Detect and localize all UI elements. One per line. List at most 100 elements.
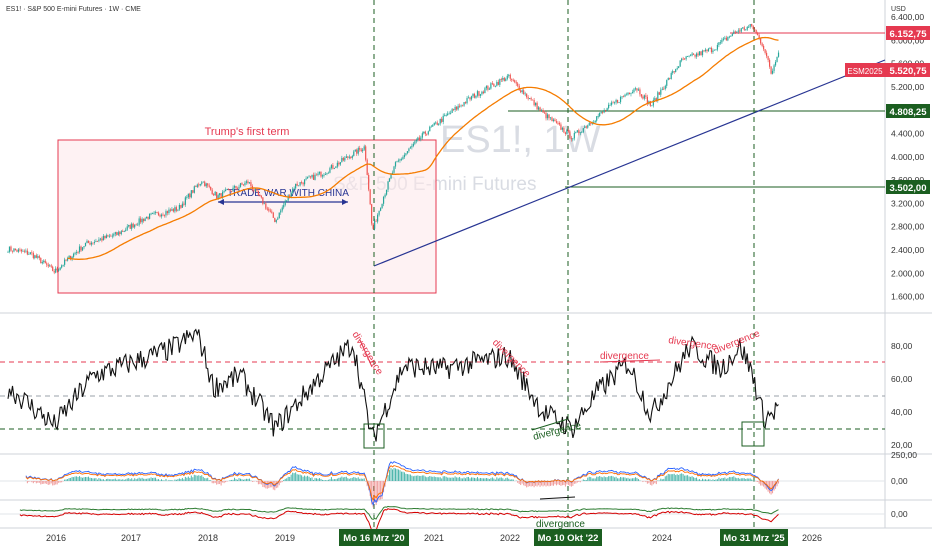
macd-bar [287,476,289,481]
macd-axis[interactable]: 250,00 0,00 [891,450,917,486]
candle-body [181,203,183,208]
candle-body [651,105,653,107]
macd-bar [487,478,489,481]
rsi-axis[interactable]: 80,00 60,00 40,00 20,00 [891,341,913,450]
macd-bar [561,481,563,486]
macd-bar [234,477,236,481]
candle-body [223,191,225,192]
macd-bar [506,477,508,481]
candle-body [746,26,748,30]
rsi-oversold-box-2025 [741,421,765,447]
macd-bar [204,478,206,481]
macd-bar [219,481,221,485]
candle-body [262,197,264,204]
candle-body [731,33,733,36]
candle-body [274,217,276,223]
price-tick-label: 6.400,00 [891,12,924,22]
macd-bar [597,476,599,481]
candle-body [621,96,623,98]
macd-bar [697,479,699,481]
candle-body [329,168,331,173]
macd-bar [585,479,587,481]
candle-body [309,176,312,178]
candle-body [563,127,565,133]
candle-body [150,213,152,215]
macd-bar [706,479,708,481]
macd-bar [320,478,322,481]
candle-body [14,248,17,251]
candle-body [306,177,309,179]
macd-bar [567,481,569,485]
candle-body [707,48,710,52]
macd-bar [529,481,531,487]
candle-body [470,96,473,100]
candle-body [704,49,707,52]
candle-body [320,171,322,177]
candle-body [581,132,583,133]
candle-body [630,93,632,95]
candle-body [764,49,766,53]
candle-body [457,105,459,110]
macd-bar [488,478,490,481]
macd-bar [202,476,204,481]
macd-bar [608,476,610,481]
candle-body [247,181,249,184]
candle-body [31,252,33,254]
macd-bar [61,481,63,483]
macd-bar [763,481,765,487]
candle-body [324,174,327,175]
candle-body [34,255,36,259]
macd-bar [28,481,30,482]
macd-bar [238,478,240,481]
candle-body [287,195,289,201]
rsi-line[interactable] [7,328,779,442]
macd-bar [427,476,429,481]
macd-bar [730,477,732,481]
candle-body [676,68,678,70]
candle-body [655,98,657,101]
macd-bar [676,474,678,481]
macd-bar [53,481,55,486]
candle-body [631,92,634,94]
macd-bar [222,481,224,483]
osc-axis[interactable]: 0,00 [891,509,908,519]
candle-body [257,190,259,195]
macd-bar [503,479,505,481]
macd-bar [481,478,483,481]
support-lower-tag [886,180,930,194]
macd-bar [512,479,514,481]
macd-bar [225,481,227,483]
candle-body [385,189,388,195]
macd-bar [436,477,438,481]
candle-body [19,249,21,251]
candle-body [482,91,485,94]
long-term-trendline[interactable] [373,59,886,267]
candle-body [684,58,686,60]
macd-bar [77,476,79,481]
divergence-line-2024 [599,359,661,363]
candle-body [311,174,313,178]
macd-bar [281,481,283,483]
macd-bar [132,479,134,481]
macd-bar [195,475,197,481]
candle-body [737,30,739,32]
candle-body [755,30,757,33]
candle-body [685,56,687,60]
time-axis[interactable]: 2016 2017 2018 2019 2021 2022 2024 2026 [46,533,822,543]
candle-body [151,213,154,214]
candle-body [312,174,315,180]
macd-bar [473,477,475,481]
macd-bar [302,476,304,481]
macd-bar [499,477,501,481]
candle-body [725,37,727,41]
candle-body [514,80,516,83]
macd-bar [67,479,69,481]
moving-average-line[interactable] [67,36,779,260]
candle-body [84,242,87,247]
macd-bar [329,479,331,481]
macd-bar [493,478,495,481]
macd-bar [558,481,560,486]
candle-body [26,250,28,255]
candle-body [268,208,270,211]
